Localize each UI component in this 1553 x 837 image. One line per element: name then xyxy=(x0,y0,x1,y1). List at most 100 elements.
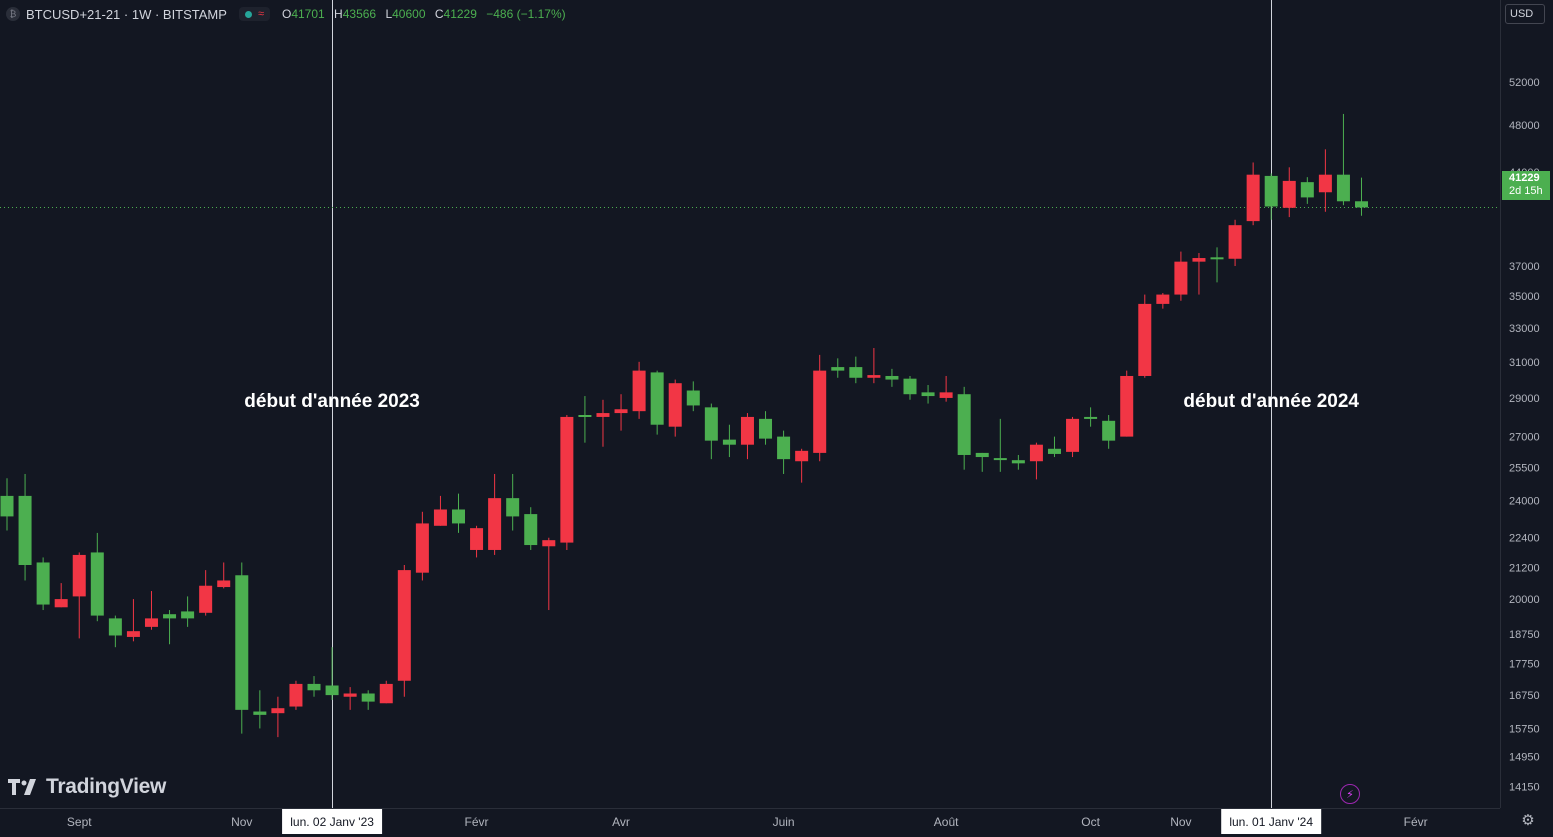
candle xyxy=(957,386,971,470)
candle-body xyxy=(361,693,375,702)
price-tick-label: 52000 xyxy=(1509,77,1540,89)
candle xyxy=(217,562,231,589)
candle xyxy=(740,413,754,460)
candle-body xyxy=(452,509,465,524)
candle-body xyxy=(921,392,935,397)
candle xyxy=(975,452,989,472)
candle-body xyxy=(343,693,357,697)
candle-body xyxy=(1318,174,1332,193)
candle xyxy=(488,473,502,555)
candle-body xyxy=(831,367,845,371)
candle-body xyxy=(271,708,285,714)
candle xyxy=(1011,454,1025,470)
candle xyxy=(54,583,68,608)
candle-body xyxy=(939,392,953,398)
candle xyxy=(849,356,863,384)
candle xyxy=(650,370,664,435)
candle-body xyxy=(813,370,827,453)
candle xyxy=(1084,407,1098,427)
time-tick-label: Sept xyxy=(67,815,92,829)
candle-body xyxy=(1300,182,1314,198)
candle-body xyxy=(993,458,1007,461)
candle-body xyxy=(722,439,736,445)
candle-body xyxy=(163,614,177,619)
candle-body xyxy=(740,416,754,445)
candle-body xyxy=(0,495,14,517)
candle xyxy=(0,478,14,531)
tradingview-logo[interactable]: TradingView xyxy=(8,775,166,799)
time-axis[interactable]: Sept Nov Févr Avr Juin Août Oct Nov Févr xyxy=(67,815,1428,829)
price-tick-label: 37000 xyxy=(1509,261,1540,273)
time-cursor-labels: lun. 02 Janv '23 lun. 01 Janv '24 xyxy=(282,809,1322,834)
candle-body xyxy=(1029,444,1043,462)
price-axis[interactable]: 5200048000440003700035000330003100029000… xyxy=(1509,77,1540,794)
candle-body xyxy=(1047,448,1061,454)
candle xyxy=(72,552,86,639)
candle xyxy=(1282,167,1296,218)
time-tick-label: Nov xyxy=(1170,815,1191,829)
candle-body xyxy=(1336,174,1350,202)
time-tick-label: Févr xyxy=(465,815,489,829)
lightning-icon[interactable]: ⚡ xyxy=(1340,784,1360,804)
candle-body xyxy=(36,562,50,605)
market-status[interactable]: ≈ xyxy=(238,7,270,21)
symbol-title[interactable]: BTCUSD+21-21 · 1W · BITSTAMP xyxy=(26,6,227,22)
candle-body xyxy=(1174,261,1188,295)
time-cursor-label: lun. 01 Janv '24 xyxy=(1221,809,1322,834)
candle-body xyxy=(54,599,68,608)
candle-body xyxy=(1192,258,1206,262)
candle xyxy=(1174,251,1188,301)
candle xyxy=(36,557,50,611)
price-tick-label: 48000 xyxy=(1509,120,1540,132)
candle-body xyxy=(957,394,971,455)
tradingview-logo-icon xyxy=(8,779,36,795)
candle-body xyxy=(415,523,429,573)
candle-body xyxy=(325,685,339,696)
candle-body xyxy=(596,413,610,417)
candle-body xyxy=(542,540,556,547)
gear-icon[interactable]: ⚙ xyxy=(1521,812,1535,829)
candle-body xyxy=(759,418,773,439)
price-tick-label: 27000 xyxy=(1509,432,1540,444)
logo-text: TradingView xyxy=(46,775,167,798)
candle xyxy=(993,418,1007,472)
time-tick-label: Févr xyxy=(1404,815,1428,829)
candle xyxy=(867,348,881,384)
candle-body xyxy=(18,495,32,566)
last-price-value: 41229 xyxy=(1509,172,1540,184)
price-tick-label: 33000 xyxy=(1509,323,1540,335)
annotation-2024[interactable]: début d'année 2024 xyxy=(1183,391,1359,412)
candle xyxy=(253,690,267,729)
price-tick-label: 15750 xyxy=(1509,723,1540,735)
candle-body xyxy=(1264,175,1278,207)
price-tick-label: 24000 xyxy=(1509,495,1540,507)
annotation-2023[interactable]: début d'année 2023 xyxy=(244,391,420,412)
candle xyxy=(560,414,574,550)
change-value: −486 (−1.17%) xyxy=(486,7,566,21)
candle xyxy=(596,399,610,447)
currency-selector[interactable]: USD xyxy=(1505,4,1545,24)
time-cursor-label: lun. 02 Janv '23 xyxy=(282,809,383,834)
candle-body xyxy=(668,383,682,427)
price-tick-label: 31000 xyxy=(1509,357,1540,369)
candle-body xyxy=(1011,460,1025,464)
candle xyxy=(1029,442,1043,480)
candle xyxy=(1336,113,1350,206)
candle xyxy=(181,596,195,627)
candle-body xyxy=(903,378,917,395)
candle xyxy=(289,680,303,710)
candle xyxy=(759,411,773,445)
open-label: O xyxy=(281,7,292,21)
low-label: L xyxy=(385,7,393,21)
candle-body xyxy=(686,390,700,406)
ohlc-values: O41701 H43566 L40600 C41229 −486 (−1.17%… xyxy=(282,7,566,21)
candle xyxy=(1300,177,1314,204)
candle xyxy=(921,385,935,404)
candle-body xyxy=(1138,303,1152,376)
time-tick-label: Avr xyxy=(612,815,630,829)
price-tick-label: 22400 xyxy=(1509,533,1540,545)
low-value: 40600 xyxy=(392,7,426,21)
candle-body xyxy=(289,683,303,707)
